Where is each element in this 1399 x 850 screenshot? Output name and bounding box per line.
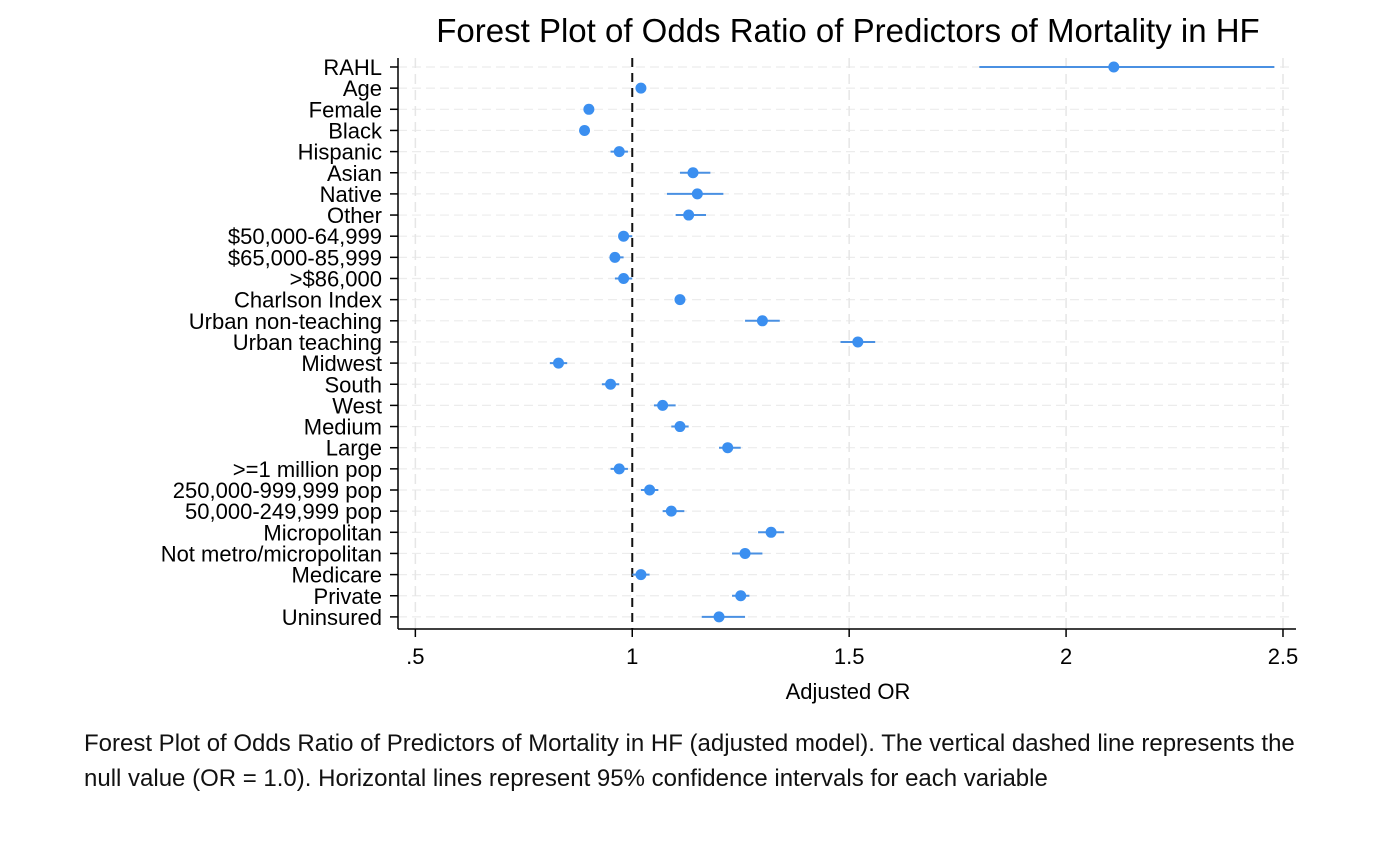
y-tick-label: Uninsured bbox=[282, 605, 382, 630]
y-tick-label: 250,000-999,999 pop bbox=[173, 478, 382, 503]
or-point bbox=[635, 569, 647, 581]
y-tick-label: 50,000-249,999 pop bbox=[185, 499, 382, 524]
axes: .5 1 1.5 2 2.5 bbox=[390, 58, 1298, 669]
or-point bbox=[691, 188, 703, 200]
or-point bbox=[765, 526, 777, 538]
y-tick-label: West bbox=[332, 393, 382, 418]
y-tick-label: Large bbox=[326, 436, 382, 461]
or-point bbox=[605, 378, 617, 390]
y-tick-label: Native bbox=[320, 182, 382, 207]
or-point bbox=[609, 251, 621, 263]
x-tick-label: 2.5 bbox=[1268, 644, 1299, 669]
or-point bbox=[722, 442, 734, 454]
or-point bbox=[583, 103, 595, 115]
x-tick-label: 2 bbox=[1060, 644, 1072, 669]
x-tick-label: .5 bbox=[406, 644, 424, 669]
figure-caption: Forest Plot of Odds Ratio of Predictors … bbox=[84, 730, 1295, 792]
x-tick-label: 1.5 bbox=[834, 644, 865, 669]
y-tick-label: Micropolitan bbox=[263, 520, 382, 545]
or-point bbox=[674, 421, 686, 433]
y-tick-label: South bbox=[325, 372, 383, 397]
gridlines bbox=[398, 58, 1290, 629]
y-tick-label: Medium bbox=[304, 415, 382, 440]
or-point bbox=[665, 505, 677, 517]
y-tick-label: Female bbox=[309, 97, 382, 122]
or-point bbox=[613, 146, 625, 158]
y-tick-labels: RAHLAgeFemaleBlackHispanicAsianNativeOth… bbox=[161, 55, 383, 630]
chart-title: Forest Plot of Odds Ratio of Predictors … bbox=[436, 12, 1259, 49]
or-point bbox=[1108, 61, 1120, 73]
y-tick-label: Not metro/micropolitan bbox=[161, 541, 382, 566]
y-tick-label: Age bbox=[343, 76, 382, 101]
or-point bbox=[613, 463, 625, 475]
or-point bbox=[618, 273, 630, 284]
y-tick-label: Midwest bbox=[301, 351, 382, 376]
or-point bbox=[657, 399, 669, 411]
or-point bbox=[618, 230, 630, 242]
or-point bbox=[579, 124, 591, 136]
or-point bbox=[713, 611, 725, 623]
y-tick-label: Other bbox=[327, 203, 382, 228]
forest-plot: Forest Plot of Odds Ratio of Predictors … bbox=[161, 12, 1299, 704]
or-point bbox=[635, 82, 647, 94]
x-tick-label: 1 bbox=[626, 644, 638, 669]
or-point bbox=[553, 357, 565, 369]
or-point bbox=[735, 590, 747, 602]
y-tick-label: >$86,000 bbox=[290, 267, 382, 292]
or-point bbox=[852, 336, 864, 348]
y-tick-label: >=1 million pop bbox=[233, 457, 382, 482]
y-tick-label: Charlson Index bbox=[234, 288, 382, 313]
or-point bbox=[644, 484, 656, 496]
y-tick-label: $50,000-64,999 bbox=[228, 224, 382, 249]
y-tick-label: Black bbox=[328, 118, 383, 143]
y-tick-label: Urban teaching bbox=[233, 330, 382, 355]
or-point bbox=[739, 547, 751, 559]
y-tick-label: Urban non-teaching bbox=[189, 309, 382, 334]
x-axis-title: Adjusted OR bbox=[786, 679, 911, 704]
y-tick-label: Medicare bbox=[292, 563, 382, 588]
or-point bbox=[683, 209, 695, 221]
or-point bbox=[674, 294, 686, 306]
or-point bbox=[687, 167, 699, 179]
data-marks bbox=[549, 61, 1275, 623]
y-tick-label: Private bbox=[314, 584, 382, 609]
y-tick-label: RAHL bbox=[323, 55, 382, 80]
y-tick-label: Asian bbox=[327, 161, 382, 186]
or-point bbox=[756, 315, 768, 327]
y-tick-label: $65,000-85,999 bbox=[228, 245, 382, 270]
y-tick-label: Hispanic bbox=[298, 140, 382, 165]
